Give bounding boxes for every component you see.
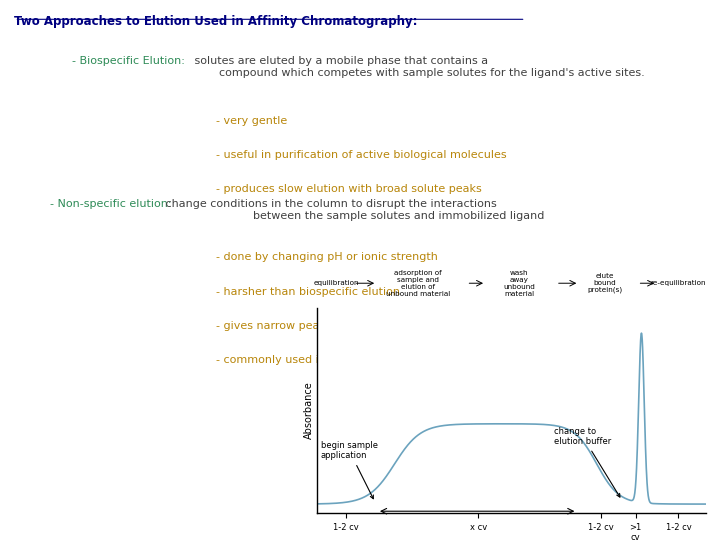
Text: - commonly used in analytical applications of AC: - commonly used in analytical applicatio… bbox=[216, 355, 487, 365]
Y-axis label: Absorbance: Absorbance bbox=[304, 382, 314, 439]
Text: equilibration: equilibration bbox=[313, 280, 359, 286]
Text: wash
away
unbound
material: wash away unbound material bbox=[503, 270, 535, 297]
Text: Two Approaches to Elution Used in Affinity Chromatography:: Two Approaches to Elution Used in Affini… bbox=[14, 15, 418, 28]
Text: - harsher than biospecific elution: - harsher than biospecific elution bbox=[216, 287, 400, 296]
Text: - produces slow elution with broad solute peaks: - produces slow elution with broad solut… bbox=[216, 184, 482, 194]
Text: adsorption of
sample and
elution of
unbound material: adsorption of sample and elution of unbo… bbox=[386, 270, 450, 297]
Text: re-equilibration: re-equilibration bbox=[651, 280, 706, 286]
Text: solutes are eluted by a mobile phase that contains a
        compound which comp: solutes are eluted by a mobile phase tha… bbox=[191, 56, 644, 78]
Text: elute
bound
protein(s): elute bound protein(s) bbox=[587, 273, 622, 293]
Text: - useful in purification of active biological molecules: - useful in purification of active biolo… bbox=[216, 150, 507, 160]
Text: - done by changing pH or ionic strength: - done by changing pH or ionic strength bbox=[216, 252, 438, 262]
Text: - gives narrow peaks and faster run times: - gives narrow peaks and faster run time… bbox=[216, 321, 449, 331]
Text: - Biospecific Elution:: - Biospecific Elution: bbox=[72, 56, 185, 66]
Text: begin sample
application: begin sample application bbox=[320, 441, 378, 499]
Text: change conditions in the column to disrupt the interactions
                    : change conditions in the column to disru… bbox=[162, 199, 544, 221]
Text: - very gentle: - very gentle bbox=[216, 116, 287, 126]
Text: change to
elution buffer: change to elution buffer bbox=[554, 427, 620, 497]
Text: - Non-specific elution:: - Non-specific elution: bbox=[50, 199, 172, 209]
